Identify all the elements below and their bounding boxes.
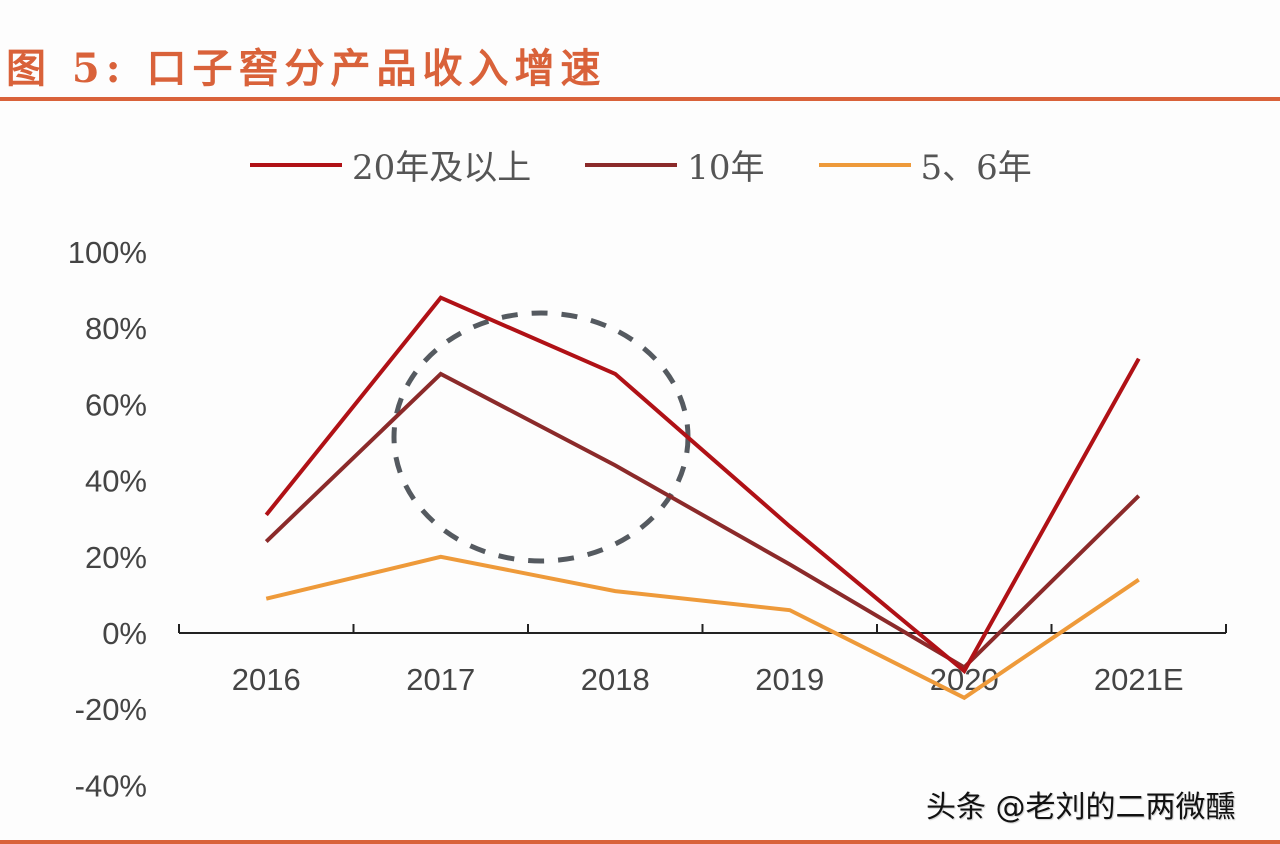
x-tick-label: 2021E: [1094, 662, 1184, 697]
series-line-20yr: [264, 295, 1141, 675]
x-tick-label: 2016: [232, 662, 301, 697]
legend-item-20yr: 20年及以上: [250, 140, 531, 189]
y-tick-label: 100%: [68, 235, 147, 270]
y-tick-label: 20%: [85, 540, 147, 575]
x-tick-label: 2019: [755, 662, 824, 697]
series-line-10yr: [264, 371, 1141, 670]
legend-label: 10年: [687, 148, 765, 188]
x-tick-label: 2018: [581, 662, 650, 697]
bottom-rule: [0, 840, 1280, 844]
y-axis-labels: 100% 80% 60% 40% 20% 0% -20% -40%: [68, 235, 147, 803]
x-tick-label: 2017: [406, 662, 475, 697]
title-rule: [0, 97, 1280, 101]
legend-label: 20年及以上: [352, 148, 532, 188]
y-tick-label: 60%: [85, 387, 147, 422]
y-tick-label: 80%: [85, 311, 147, 346]
legend-swatch: [818, 162, 911, 167]
y-tick-label: 0%: [102, 616, 147, 651]
legend-label: 5、6年: [920, 148, 1032, 188]
legend-swatch: [585, 162, 678, 167]
x-axis: 2016 2017 2018 2019 2020 2021E: [178, 624, 1227, 697]
figure-title: 图 5: 口子窖分产品收入增速: [6, 45, 607, 92]
legend-item-5-6yr: 5、6年: [818, 140, 1032, 189]
y-tick-label: -20%: [75, 692, 147, 727]
y-tick-label: -40%: [75, 768, 147, 803]
legend: 20年及以上 10年 5、6年: [250, 140, 1086, 189]
highlight-circle: [391, 310, 691, 564]
y-tick-label: 40%: [85, 464, 147, 499]
watermark: 头条 @老刘的二两微醺: [926, 790, 1236, 825]
series-lines: [264, 295, 1141, 701]
legend-item-10yr: 10年: [585, 140, 765, 189]
legend-swatch: [250, 162, 342, 167]
series-line-5-6yr: [265, 554, 1140, 701]
